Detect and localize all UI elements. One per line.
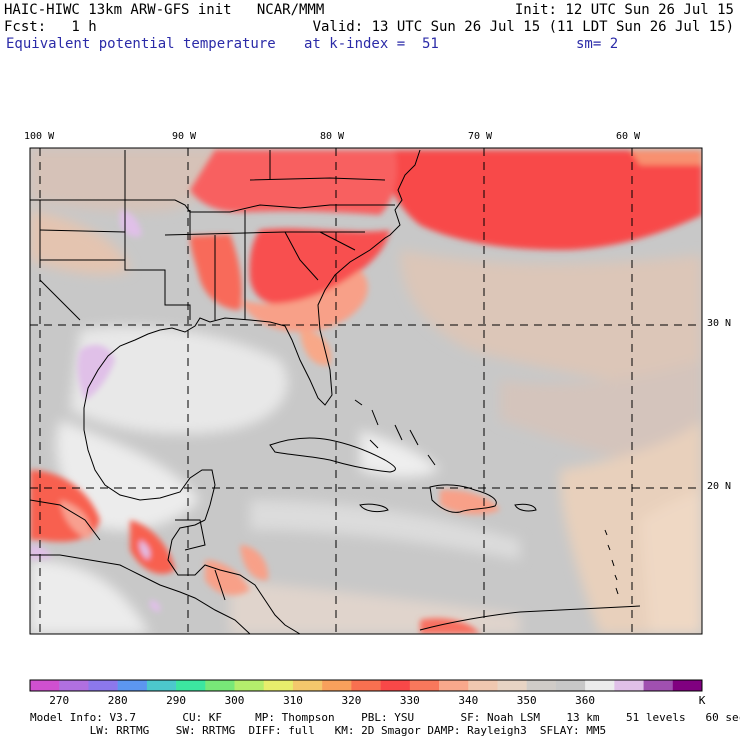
colorbar-swatch xyxy=(88,680,118,691)
colorbar-swatch xyxy=(146,680,177,691)
colorbar-tick-label: 360 xyxy=(575,694,596,707)
colorbar-swatch xyxy=(117,680,148,691)
colorbar-swatch xyxy=(30,680,60,691)
map-frame xyxy=(29,147,703,635)
colorbar-tick-label: 330 xyxy=(399,694,420,707)
lon-label-60w: 60 W xyxy=(616,131,641,142)
colorbar-frame xyxy=(29,679,703,692)
colorbar-swatch xyxy=(205,680,235,691)
colorbar-swatch xyxy=(585,680,615,691)
colorbar xyxy=(29,679,703,692)
model-info-line1: Model Info: V3.7 CU: KF MP: Thompson PBL… xyxy=(30,711,740,724)
lat-lon-grid xyxy=(30,148,702,634)
colorbar-swatch xyxy=(322,680,352,691)
coastlines xyxy=(30,149,641,634)
colorbar-swatch xyxy=(497,680,527,691)
colorbar-tick-label: 320 xyxy=(341,694,362,707)
colorbar-tick-label: 290 xyxy=(166,694,187,707)
colorbar-swatch xyxy=(176,680,206,691)
theta-e-field xyxy=(30,148,702,634)
lon-label-90w: 90 W xyxy=(172,131,197,142)
colorbar-swatch xyxy=(555,680,586,691)
colorbar-tick-label: 280 xyxy=(107,694,128,707)
colorbar-swatch xyxy=(292,680,323,691)
colorbar-unit: K xyxy=(698,694,706,707)
lon-label-100w: 100 W xyxy=(24,131,55,142)
colorbar-swatch xyxy=(59,680,89,691)
valid-time: Valid: 13 UTC Sun 26 Jul 15 (11 LDT Sun … xyxy=(312,19,734,35)
colorbar-swatch xyxy=(468,680,498,691)
colorbar-swatch xyxy=(643,680,674,691)
forecast-hour: Fcst: 1 h xyxy=(4,19,97,35)
colorbar-swatch xyxy=(409,680,440,691)
init-time: Init: 12 UTC Sun 26 Jul 15 xyxy=(514,2,734,18)
colorbar-swatch xyxy=(526,680,557,691)
colorbar-swatch xyxy=(614,680,644,691)
colorbar-tick-label: 310 xyxy=(283,694,303,707)
colorbar-swatch xyxy=(380,680,411,691)
lat-label-30n: 30 N xyxy=(707,318,732,329)
lon-label-70w: 70 W xyxy=(468,131,493,142)
colorbar-swatch xyxy=(234,680,265,691)
lat-label-20n: 20 N xyxy=(707,481,732,492)
colorbar-swatch xyxy=(263,680,294,691)
model-info-line2: LW: RRTMG SW: RRTMG DIFF: full KM: 2D Sm… xyxy=(30,724,607,737)
colorbar-tick-label: 270 xyxy=(49,694,70,707)
smoothing: sm= 2 xyxy=(576,36,619,52)
model-title: HAIC-HIWC 13km ARW-GFS init NCAR/MMM xyxy=(4,2,325,18)
colorbar-swatch xyxy=(351,680,381,691)
colorbar-tick-label: 340 xyxy=(458,694,479,707)
lon-label-80w: 80 W xyxy=(320,131,345,142)
colorbar-tick-label: 350 xyxy=(516,694,537,707)
field-name: Equivalent potential temperature xyxy=(6,36,276,52)
colorbar-swatch xyxy=(439,680,469,691)
colorbar-tick-label: 300 xyxy=(224,694,245,707)
level-index: at k-index = 51 xyxy=(304,36,439,52)
colorbar-swatch xyxy=(672,680,703,691)
